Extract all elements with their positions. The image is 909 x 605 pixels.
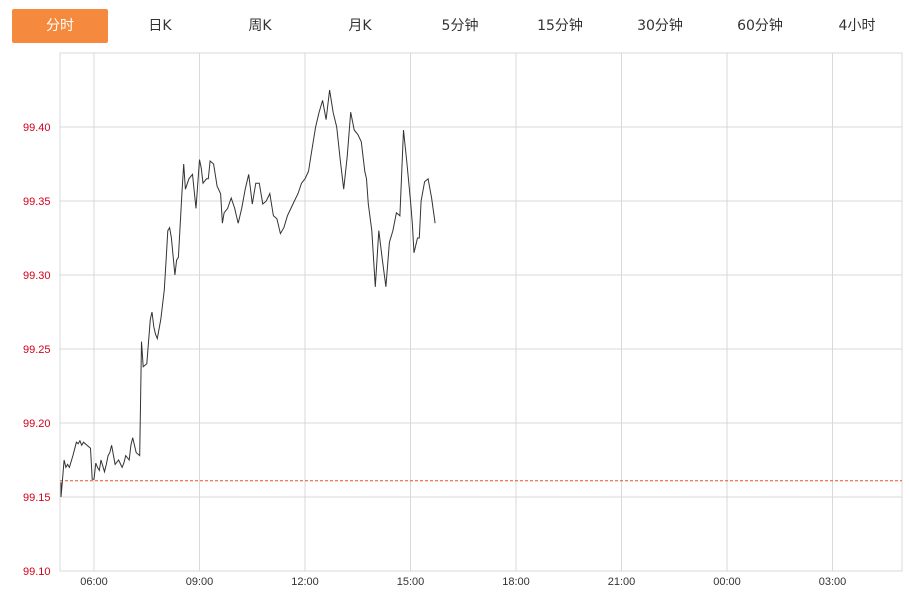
x-tick-label: 09:00 xyxy=(186,576,214,588)
tab-4hour[interactable]: 4小时 xyxy=(838,18,876,34)
x-tick-label: 12:00 xyxy=(291,576,319,588)
x-tick-label: 18:00 xyxy=(502,576,530,588)
x-tick-label: 06:00 xyxy=(80,576,108,588)
y-tick-label: 99.40 xyxy=(23,122,51,134)
tab-monthly-k[interactable]: 月K xyxy=(348,18,372,34)
y-tick-label: 99.10 xyxy=(23,566,51,578)
tab-60min[interactable]: 60分钟 xyxy=(737,18,783,34)
tab-weekly-k[interactable]: 周K xyxy=(248,18,272,34)
tab-daily-k[interactable]: 日K xyxy=(148,18,172,34)
chart-grid xyxy=(59,52,903,572)
tab-30min[interactable]: 30分钟 xyxy=(637,18,683,34)
y-tick-label: 99.15 xyxy=(23,492,51,504)
x-tick-label: 00:00 xyxy=(713,576,741,588)
x-tick-label: 03:00 xyxy=(819,576,847,588)
plot-border xyxy=(59,52,903,572)
x-tick-label: 15:00 xyxy=(397,576,425,588)
period-tab-bar: 分时 日K 周K 月K 5分钟 15分钟 30分钟 60分钟 4小时 xyxy=(12,9,902,43)
tab-5min[interactable]: 5分钟 xyxy=(441,18,479,34)
price-series-line xyxy=(60,89,436,498)
y-tick-label: 99.35 xyxy=(23,196,51,208)
y-tick-label: 99.25 xyxy=(23,344,51,356)
x-tick-label: 21:00 xyxy=(608,576,636,588)
x-axis-labels: 06:00 09:00 12:00 15:00 18:00 21:00 00:00 03:00 xyxy=(80,576,846,588)
tab-intraday[interactable]: 分时 xyxy=(12,9,108,43)
y-tick-label: 99.20 xyxy=(23,418,51,430)
y-axis-labels: 99.10 99.15 99.20 99.25 99.30 99.35 99.40 xyxy=(23,122,51,578)
y-tick-label: 99.30 xyxy=(23,270,51,282)
tab-15min[interactable]: 15分钟 xyxy=(537,18,583,34)
